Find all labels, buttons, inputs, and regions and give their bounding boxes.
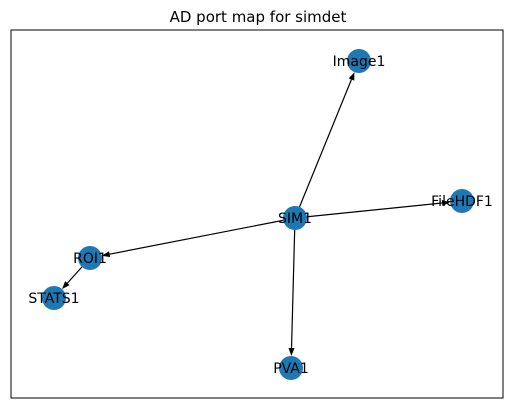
node-label: STATS1 [28,291,79,307]
arrowhead-stats1 [62,281,70,290]
node-sim1: SIM1 [278,206,312,230]
node-label: SIM1 [278,211,312,227]
node-label: FileHDF1 [431,194,493,210]
node-filehdf1: FileHDF1 [431,189,493,213]
node-label: ROI1 [73,251,107,267]
node-circle [347,49,371,73]
node-stats1: STATS1 [28,286,80,310]
edge-sim1-to-filehdf1 [294,202,443,219]
arrowhead-pva1 [288,347,295,357]
node-roi1: ROI1 [73,246,107,270]
edge-sim1-to-image1 [294,79,353,219]
node-circle [42,286,66,310]
node-label: Image1 [333,54,386,70]
edge-sim1-to-pva1 [290,217,296,349]
node-circle [78,246,102,270]
arrowhead-roi1 [101,251,111,258]
plot-frame [10,29,504,399]
node-label: PVA1 [273,361,309,377]
diagram-title: AD port map for simdet [170,8,347,26]
node-circle [450,189,474,213]
edge-sim1-to-roi1 [109,217,296,255]
arrowhead-image1 [348,72,355,81]
node-circle [283,206,307,230]
node-circle [279,356,303,380]
node-image1: Image1 [333,49,386,73]
arrowhead-filehdf1 [441,200,451,207]
node-pva1: PVA1 [273,356,309,380]
edges-layer [62,72,451,357]
nodes-layer: SIM1 Image1 FileHDF1 ROI1 STATS1 PVA1 [28,49,493,380]
